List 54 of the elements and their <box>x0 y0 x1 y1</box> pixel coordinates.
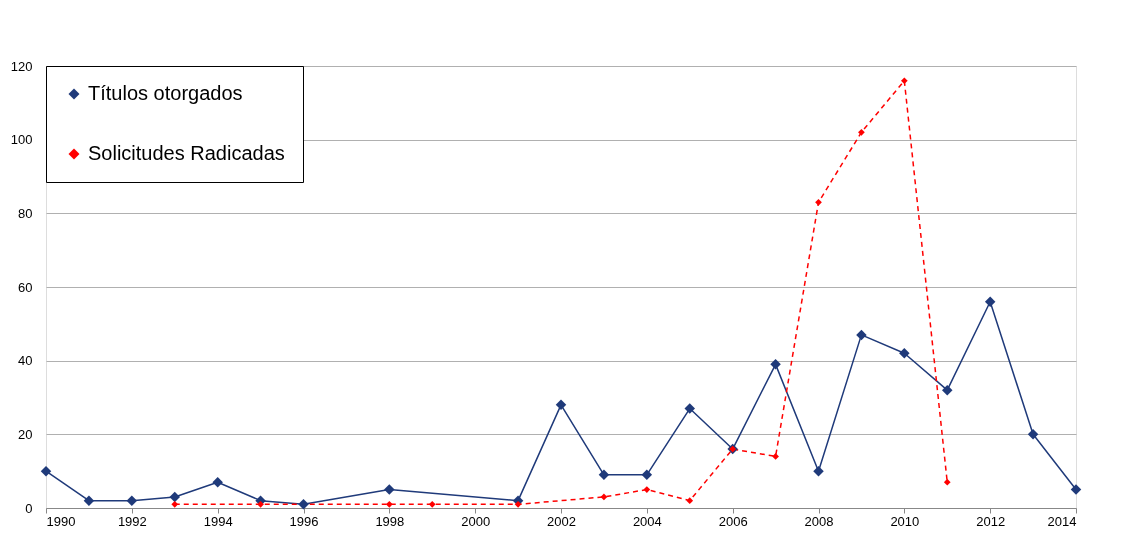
point <box>1070 484 1082 495</box>
y-tick-label: 40 <box>18 353 33 369</box>
point <box>900 77 908 85</box>
x-tick-label: 1992 <box>117 513 147 529</box>
point <box>899 348 910 359</box>
point <box>641 469 653 481</box>
point <box>813 465 824 477</box>
y-tick-label: 120 <box>10 58 33 74</box>
y-tick-label: 100 <box>10 132 33 148</box>
point <box>384 484 395 495</box>
y-tick-label: 80 <box>18 205 33 221</box>
point <box>686 497 694 504</box>
x-tick-label: 2000 <box>461 513 491 529</box>
point <box>514 500 522 508</box>
point <box>598 469 610 481</box>
y-tick-label: 60 <box>18 279 33 295</box>
x-tick-label: 2010 <box>890 513 920 529</box>
x-tick-label: 1998 <box>375 513 405 529</box>
y-tick-label: 0 <box>25 500 33 516</box>
point <box>169 491 180 503</box>
point <box>772 453 779 460</box>
x-tick-label: 2006 <box>718 513 748 529</box>
legend-label: Solicitudes Radicadas <box>88 142 285 164</box>
x-tick-label: 2008 <box>804 513 834 529</box>
x-tick-label: 2014 <box>1047 513 1077 529</box>
point <box>984 296 996 307</box>
point <box>212 476 223 488</box>
x-tick-label: 1994 <box>203 513 233 529</box>
point <box>555 399 567 411</box>
point <box>298 499 309 510</box>
point <box>171 500 179 508</box>
point <box>1027 429 1039 440</box>
point <box>684 403 695 414</box>
point <box>83 495 95 506</box>
point <box>943 478 951 486</box>
x-tick-label: 2012 <box>976 513 1006 529</box>
point <box>942 384 953 396</box>
point <box>40 465 52 477</box>
point <box>126 495 138 506</box>
y-tick-label: 20 <box>18 426 33 442</box>
point <box>815 198 822 206</box>
point <box>385 500 393 508</box>
point <box>257 500 264 508</box>
x-tick-label: 1990 <box>46 513 76 529</box>
legend-label: Títulos otorgados <box>88 82 243 104</box>
x-tick-label: 2004 <box>632 513 662 529</box>
point <box>428 500 436 508</box>
x-tick-label: 2002 <box>547 513 576 529</box>
point <box>858 128 865 136</box>
point <box>770 359 781 370</box>
point <box>600 493 608 501</box>
point <box>643 486 651 493</box>
point <box>856 329 867 341</box>
x-tick-label: 1996 <box>289 513 319 529</box>
